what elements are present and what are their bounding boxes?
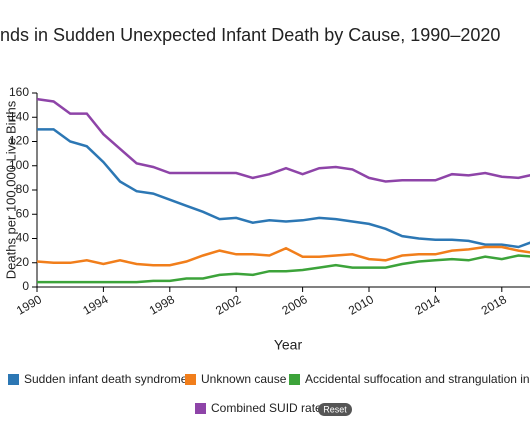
y-tick-label: 80 bbox=[16, 182, 30, 196]
reset-button-label[interactable]: Reset bbox=[323, 404, 347, 414]
legend-label[interactable]: Combined SUID rate bbox=[211, 401, 322, 415]
y-tick-label: 120 bbox=[9, 134, 29, 148]
x-tick-label: 1998 bbox=[147, 292, 177, 318]
x-tick-label: 2018 bbox=[479, 292, 509, 318]
legend-swatch[interactable] bbox=[185, 374, 196, 385]
x-tick-label: 2014 bbox=[412, 292, 442, 318]
legend-item[interactable]: Accidental suffocation and strangulation… bbox=[289, 372, 530, 386]
y-tick-label: 60 bbox=[16, 206, 30, 220]
legend-item[interactable]: Sudden infant death syndrome bbox=[8, 372, 188, 386]
series-line bbox=[36, 245, 530, 267]
y-tick-label: 0 bbox=[22, 279, 29, 293]
x-tick-label: 2010 bbox=[346, 292, 376, 318]
series-line bbox=[37, 128, 530, 249]
y-tick-label: 100 bbox=[9, 158, 29, 172]
x-axis-label: Year bbox=[274, 337, 303, 353]
legend-label[interactable]: Unknown cause bbox=[201, 372, 287, 386]
series-line bbox=[37, 254, 530, 284]
y-tick-label: 160 bbox=[9, 85, 29, 99]
chart-title: nds in Sudden Unexpected Infant Death by… bbox=[0, 25, 500, 45]
legend-item[interactable]: Combined SUID rate bbox=[195, 401, 322, 415]
y-tick-label: 140 bbox=[9, 109, 29, 123]
x-tick-label: 2006 bbox=[280, 292, 310, 318]
series-line bbox=[36, 97, 530, 183]
y-tick-label: 40 bbox=[16, 231, 30, 245]
y-axis-label: Deaths per 100,000 Live Births bbox=[3, 100, 18, 279]
reset-button[interactable]: Reset bbox=[318, 403, 352, 416]
reset-button-bg[interactable] bbox=[318, 403, 352, 416]
x-tick-label: 2002 bbox=[213, 292, 243, 318]
legend-swatch[interactable] bbox=[289, 374, 300, 385]
x-tick-label: 1994 bbox=[80, 292, 110, 318]
y-tick-label: 20 bbox=[16, 255, 30, 269]
x-tick-label: 1990 bbox=[14, 292, 44, 318]
legend-label[interactable]: Accidental suffocation and strangulation… bbox=[305, 372, 530, 386]
legend-item[interactable]: Unknown cause bbox=[185, 372, 287, 386]
legend-label[interactable]: Sudden infant death syndrome bbox=[24, 372, 188, 386]
legend-swatch[interactable] bbox=[195, 403, 206, 414]
legend-swatch[interactable] bbox=[8, 374, 19, 385]
